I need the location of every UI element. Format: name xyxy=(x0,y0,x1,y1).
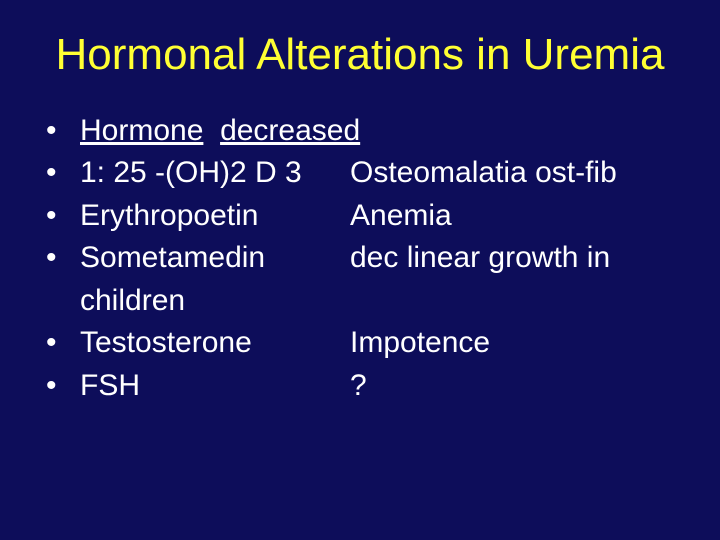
hormone-name: 1: 25 -(OH)2 D 3 xyxy=(80,153,350,194)
header-text: Hormone decreased xyxy=(80,111,360,152)
hormone-row-continuation: children xyxy=(40,281,680,322)
hormone-name: Sometamedin xyxy=(80,238,350,279)
hormone-name: Testosterone xyxy=(80,323,350,364)
bullet-icon: • xyxy=(40,196,80,237)
hormone-effect: ? xyxy=(350,366,680,407)
header-hormone: Hormone xyxy=(80,114,203,147)
hormone-continuation: children xyxy=(80,281,350,322)
bullet-icon: • xyxy=(40,366,80,407)
slide-content: • Hormone decreased • 1: 25 -(OH)2 D 3 O… xyxy=(40,111,680,407)
hormone-effect: dec linear growth in xyxy=(350,238,680,279)
bullet-icon: • xyxy=(40,111,80,152)
slide-title: Hormonal Alterations in Uremia xyxy=(40,30,680,81)
hormone-row: • Sometamedin dec linear growth in xyxy=(40,238,680,279)
hormone-row: • FSH ? xyxy=(40,366,680,407)
hormone-effect: Impotence xyxy=(350,323,680,364)
hormone-effect: Osteomalatia ost-fib xyxy=(350,153,680,194)
bullet-icon: • xyxy=(40,323,80,364)
slide: Hormonal Alterations in Uremia • Hormone… xyxy=(0,0,720,540)
bullet-icon: • xyxy=(40,153,80,194)
hormone-row: • Erythropoetin Anemia xyxy=(40,196,680,237)
hormone-name: FSH xyxy=(80,366,350,407)
header-row: • Hormone decreased xyxy=(40,111,680,152)
hormone-row: • Testosterone Impotence xyxy=(40,323,680,364)
hormone-row: • 1: 25 -(OH)2 D 3 Osteomalatia ost-fib xyxy=(40,153,680,194)
hormone-name: Erythropoetin xyxy=(80,196,350,237)
bullet-icon: • xyxy=(40,238,80,279)
hormone-effect: Anemia xyxy=(350,196,680,237)
header-effect: decreased xyxy=(220,114,360,147)
